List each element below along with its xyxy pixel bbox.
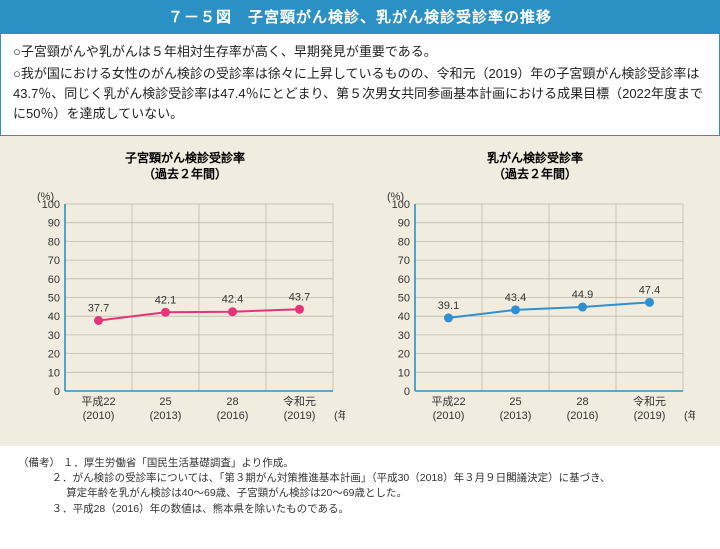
svg-text:44.9: 44.9 — [572, 289, 593, 301]
svg-text:50: 50 — [398, 292, 410, 304]
cervical-chart-svg: (%)010203040506070809010037.742.142.443.… — [25, 186, 345, 431]
summary-line-1: ○子宮頸がんや乳がんは５年相対生存率が高く、早期発見が重要である。 — [13, 42, 707, 62]
svg-text:10: 10 — [398, 367, 410, 379]
svg-text:47.4: 47.4 — [639, 284, 660, 296]
notes-prefix: （備考） — [18, 457, 60, 469]
svg-text:20: 20 — [48, 349, 60, 361]
svg-text:30: 30 — [398, 330, 410, 342]
svg-text:0: 0 — [54, 386, 60, 398]
svg-text:43.4: 43.4 — [505, 292, 526, 304]
svg-text:42.4: 42.4 — [222, 294, 243, 306]
summary-box: ○子宮頸がんや乳がんは５年相対生存率が高く、早期発見が重要である。 ○我が国にお… — [0, 33, 720, 136]
figure-7-5: ７－５図 子宮頸がん検診、乳がん検診受診率の推移 ○子宮頸がんや乳がんは５年相対… — [0, 0, 720, 531]
figure-title: ７－５図 子宮頸がん検診、乳がん検診受診率の推移 — [0, 0, 720, 33]
svg-text:(2019): (2019) — [634, 410, 666, 422]
svg-text:令和元: 令和元 — [283, 394, 316, 408]
notes-2b: 算定年齢を乳がん検診は40〜69歳、子宮頸がん検診は20〜69歳とした。 — [18, 486, 702, 501]
chart-area: 子宮頸がん検診受診率 （過去２年間） (%)010203040506070809… — [0, 136, 720, 446]
svg-text:28: 28 — [576, 396, 588, 408]
breast-chart-title: 乳がん検診受診率 （過去２年間） — [375, 150, 695, 182]
figure-notes: （備考） １．厚生労働省「国民生活基礎調査」より作成。 ２．がん検診の受診率につ… — [0, 446, 720, 531]
svg-text:(2013): (2013) — [150, 410, 182, 422]
svg-text:令和元: 令和元 — [633, 394, 666, 408]
svg-text:90: 90 — [398, 218, 410, 230]
svg-text:70: 70 — [48, 255, 60, 267]
breast-title-l1: 乳がん検診受診率 — [487, 151, 583, 165]
svg-text:30: 30 — [48, 330, 60, 342]
svg-text:(2013): (2013) — [500, 410, 532, 422]
svg-text:(2016): (2016) — [217, 410, 249, 422]
svg-text:0: 0 — [404, 386, 410, 398]
svg-text:100: 100 — [42, 199, 60, 211]
breast-chart-panel: 乳がん検診受診率 （過去２年間） (%)01020304050607080901… — [375, 150, 695, 436]
svg-text:10: 10 — [48, 367, 60, 379]
svg-text:70: 70 — [398, 255, 410, 267]
svg-text:60: 60 — [48, 274, 60, 286]
cervical-chart-title: 子宮頸がん検診受診率 （過去２年間） — [25, 150, 345, 182]
cervical-chart-panel: 子宮頸がん検診受診率 （過去２年間） (%)010203040506070809… — [25, 150, 345, 436]
breast-title-l2: （過去２年間） — [493, 167, 577, 181]
svg-text:(年): (年) — [684, 408, 695, 422]
svg-text:39.1: 39.1 — [438, 300, 459, 312]
svg-text:100: 100 — [392, 199, 410, 211]
notes-3: ３．平成28（2016）年の数値は、熊本県を除いたものである。 — [18, 502, 702, 517]
summary-line-2: ○我が国における女性のがん検診の受診率は徐々に上昇しているものの、令和元（201… — [13, 64, 707, 124]
breast-chart-svg: (%)010203040506070809010039.143.444.947.… — [375, 186, 695, 431]
svg-text:40: 40 — [398, 311, 410, 323]
svg-text:90: 90 — [48, 218, 60, 230]
svg-text:(2010): (2010) — [433, 410, 465, 422]
svg-text:25: 25 — [509, 396, 521, 408]
cervical-title-l1: 子宮頸がん検診受診率 — [125, 151, 245, 165]
cervical-title-l2: （過去２年間） — [143, 167, 227, 181]
svg-text:(年): (年) — [334, 408, 345, 422]
svg-text:20: 20 — [398, 349, 410, 361]
svg-text:50: 50 — [48, 292, 60, 304]
svg-text:80: 80 — [48, 236, 60, 248]
svg-text:37.7: 37.7 — [88, 302, 109, 314]
svg-text:80: 80 — [398, 236, 410, 248]
notes-2a: ２．がん検診の受診率については、「第３期がん対策推進基本計画」（平成30（201… — [18, 471, 702, 486]
notes-1: １．厚生労働省「国民生活基礎調査」より作成。 — [63, 457, 294, 469]
svg-text:28: 28 — [226, 396, 238, 408]
svg-text:60: 60 — [398, 274, 410, 286]
svg-text:42.1: 42.1 — [155, 294, 176, 306]
svg-text:平成22: 平成22 — [431, 395, 465, 408]
svg-text:(2010): (2010) — [83, 410, 115, 422]
svg-text:40: 40 — [48, 311, 60, 323]
svg-text:43.7: 43.7 — [289, 291, 310, 303]
svg-text:25: 25 — [159, 396, 171, 408]
svg-text:(2016): (2016) — [567, 410, 599, 422]
svg-text:(2019): (2019) — [284, 410, 316, 422]
svg-text:平成22: 平成22 — [81, 395, 115, 408]
